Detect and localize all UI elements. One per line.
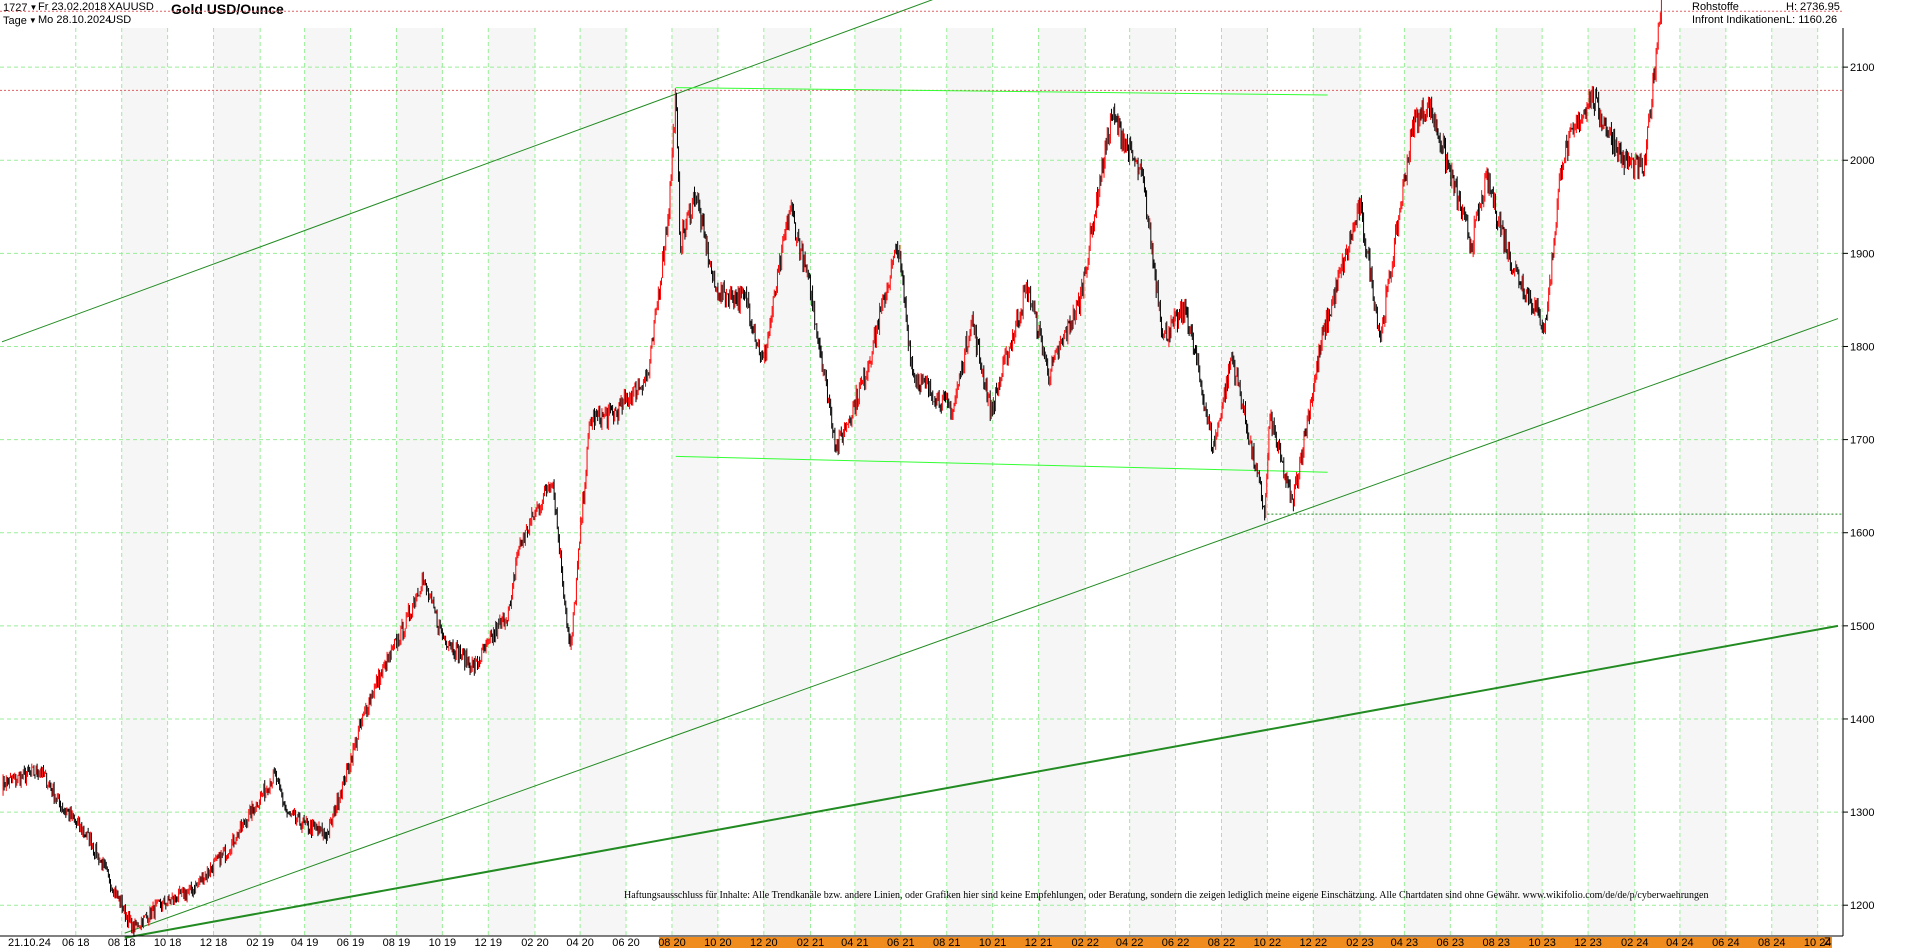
y-tick-label: 1800: [1850, 341, 1874, 353]
shading-band: [213, 28, 261, 936]
y-axis-area: [1843, 28, 1916, 936]
x-tick-label: 12 21: [1025, 937, 1053, 948]
high-value: H: 2736.95: [1786, 1, 1840, 13]
dropdown-arrow-icon: ▼: [28, 16, 37, 25]
x-tick-label: 08 23: [1482, 937, 1510, 948]
shading-band: [1588, 28, 1635, 936]
x-tick-label: 06 21: [887, 937, 915, 948]
x-tick-label: 12 19: [475, 937, 503, 948]
currency: USD: [108, 14, 132, 26]
shading-band: [488, 28, 535, 936]
alternating-shading: [121, 28, 1818, 936]
x-tick-label: 10 22: [1254, 937, 1282, 948]
chart-header: 1727 ▼ Fr 23.02.2018 Tage ▼ Mo 28.10.2024 …: [0, 0, 1916, 30]
x-tick-label: 10 18: [154, 937, 182, 948]
trend-lines: [1, 0, 1839, 939]
x-tick-label: 04 24: [1666, 937, 1694, 948]
x-tick-label: 04 20: [566, 937, 594, 948]
y-tick-label: 2100: [1850, 62, 1874, 74]
shading-band: [1679, 28, 1726, 936]
channel-line: [124, 624, 1839, 939]
shading-band: [1313, 28, 1360, 936]
x-tick-label: 02 22: [1071, 937, 1099, 948]
x-tick-label: 02 21: [797, 937, 825, 948]
x-tick-label: 12 18: [200, 937, 228, 948]
y-tick-label: 1900: [1850, 248, 1874, 260]
y-tick-label: 1400: [1850, 714, 1874, 726]
x-tick-label: 10 23: [1528, 937, 1556, 948]
channel-line: [1, 0, 934, 343]
x-tick-label: 08 24: [1758, 937, 1786, 948]
x-tick-label: 08 20: [658, 937, 686, 948]
x-tick-label: 02 23: [1346, 937, 1374, 948]
date-to: Mo 28.10.2024: [38, 14, 112, 26]
y-tick-label: 1300: [1850, 807, 1874, 819]
period-selector[interactable]: Tage ▼: [3, 14, 40, 28]
x-tick-label: 04 19: [291, 937, 319, 948]
x-tick-label: 10 20: [704, 937, 732, 948]
y-tick-label: 1700: [1850, 435, 1874, 447]
shading-band: [1038, 28, 1086, 936]
x-tick-label: 08 19: [383, 937, 411, 948]
period-label: Tage: [3, 15, 27, 27]
date-from: Fr 23.02.2018: [38, 1, 107, 13]
dropdown-arrow-icon: ▼: [29, 3, 38, 12]
x-tick-label: 12 20: [750, 937, 778, 948]
shading-band: [1404, 28, 1451, 936]
y-axis-ticks: 1200 1300 1400 1500 1600 1700 1800 1900 2000 2100…: [1843, 62, 1874, 912]
x-tick-label: 02 19: [246, 937, 274, 948]
shading-band: [763, 28, 811, 936]
y-tick-label: 1600: [1850, 528, 1874, 540]
x-tick-label: 06 18: [62, 937, 90, 948]
shading-band: [946, 28, 993, 936]
shading-band: [580, 28, 627, 936]
x-tick-label: 06 19: [337, 937, 365, 948]
shading-band: [304, 28, 351, 936]
y-tick-label: 2000: [1850, 155, 1874, 167]
x-tick-label: 08 22: [1208, 937, 1236, 948]
grid-lines: [0, 28, 1843, 936]
x-axis: 21.10.24 06 18 08 18 10 18 12 18 02 19 04 19 06…: [0, 935, 1843, 948]
x-tick-label: 04 23: [1391, 937, 1419, 948]
x-tick-label: 21.10.24: [8, 937, 51, 948]
trend-line: [675, 455, 1328, 473]
symbol: XAUUSD: [108, 1, 154, 13]
low-value: L: 1160.26: [1786, 14, 1838, 26]
x-tick-label: 10 24: [1804, 937, 1832, 948]
timebar: [659, 937, 1832, 948]
plot-background: [0, 28, 1843, 936]
x-tick-label: 06 23: [1437, 937, 1465, 948]
x-tick-label: 10 19: [429, 937, 457, 948]
shading-band: [396, 28, 443, 936]
y-tick-label: 1500: [1850, 621, 1874, 633]
x-tick-label: 06 24: [1712, 937, 1740, 948]
candlesticks: [2, 0, 1662, 936]
z-label[interactable]: Z: [1824, 936, 1831, 948]
x-tick-label: 06 20: [612, 937, 640, 948]
x-tick-label: 06 22: [1162, 937, 1190, 948]
chart-title: Gold USD/Ounce: [171, 1, 284, 17]
data-provider: Infront Indikationen: [1692, 14, 1786, 26]
shading-band: [854, 28, 901, 936]
shading-band: [1129, 28, 1176, 936]
x-tick-label: 04 22: [1116, 937, 1144, 948]
x-tick-label: 08 18: [108, 937, 136, 948]
x-tick-label: 02 24: [1621, 937, 1649, 948]
channel-line: [124, 318, 1839, 934]
x-tick-label: 12 23: [1574, 937, 1602, 948]
x-tick-label: 02 20: [521, 937, 549, 948]
x-tick-label: 12 22: [1300, 937, 1328, 948]
x-tick-label: 10 21: [979, 937, 1007, 948]
x-tick-label: 04 21: [841, 937, 869, 948]
disclaimer-text: Haftungsausschluss für Inhalte: Alle Tre…: [624, 890, 1709, 901]
x-tick-label: 08 21: [933, 937, 961, 948]
trend-line: [675, 87, 1328, 96]
shading-band: [121, 28, 168, 936]
shading-band: [1496, 28, 1543, 936]
shading-band: [1771, 28, 1818, 936]
category: Rohstoffe: [1692, 1, 1739, 13]
y-tick-label: 1200: [1850, 900, 1874, 912]
